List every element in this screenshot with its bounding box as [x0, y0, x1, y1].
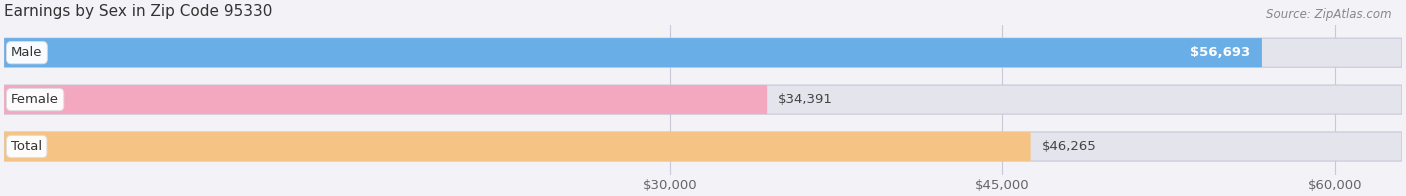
FancyBboxPatch shape: [4, 38, 1263, 67]
FancyBboxPatch shape: [4, 132, 1031, 161]
Text: Male: Male: [11, 46, 42, 59]
FancyBboxPatch shape: [4, 38, 1402, 67]
Text: $46,265: $46,265: [1042, 140, 1097, 153]
Text: Source: ZipAtlas.com: Source: ZipAtlas.com: [1267, 8, 1392, 21]
Text: Total: Total: [11, 140, 42, 153]
Text: $34,391: $34,391: [779, 93, 834, 106]
Text: Female: Female: [11, 93, 59, 106]
FancyBboxPatch shape: [4, 132, 1402, 161]
FancyBboxPatch shape: [4, 85, 1402, 114]
Text: Earnings by Sex in Zip Code 95330: Earnings by Sex in Zip Code 95330: [4, 4, 273, 19]
Text: $56,693: $56,693: [1191, 46, 1251, 59]
FancyBboxPatch shape: [4, 85, 768, 114]
